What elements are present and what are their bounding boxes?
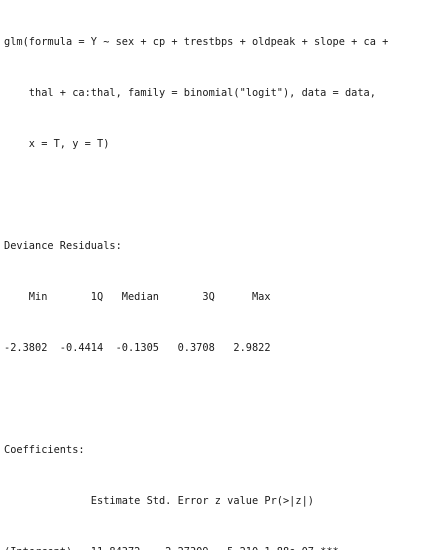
console-line: Min 1Q Median 3Q Max [4,291,271,303]
console-line: Coefficients: [4,444,85,456]
console-line: thal + ca:thal, family = binomial("logit… [4,87,376,99]
console-line: -2.3802 -0.4414 -0.1305 0.3708 2.9822 [4,342,271,354]
console-line [4,391,448,408]
console-line: Deviance Residuals: [4,240,122,252]
console-line: (Intercept) -11.84372 2.27309 -5.210 1.8… [4,544,448,550]
console-line: x = T, y = T) [4,138,110,150]
console-line [4,187,448,204]
console-line: Estimate Std. Error z value Pr(>|z|) [4,495,314,507]
console-line: glm(formula = Y ~ sex + cp + trestbps + … [4,36,389,48]
